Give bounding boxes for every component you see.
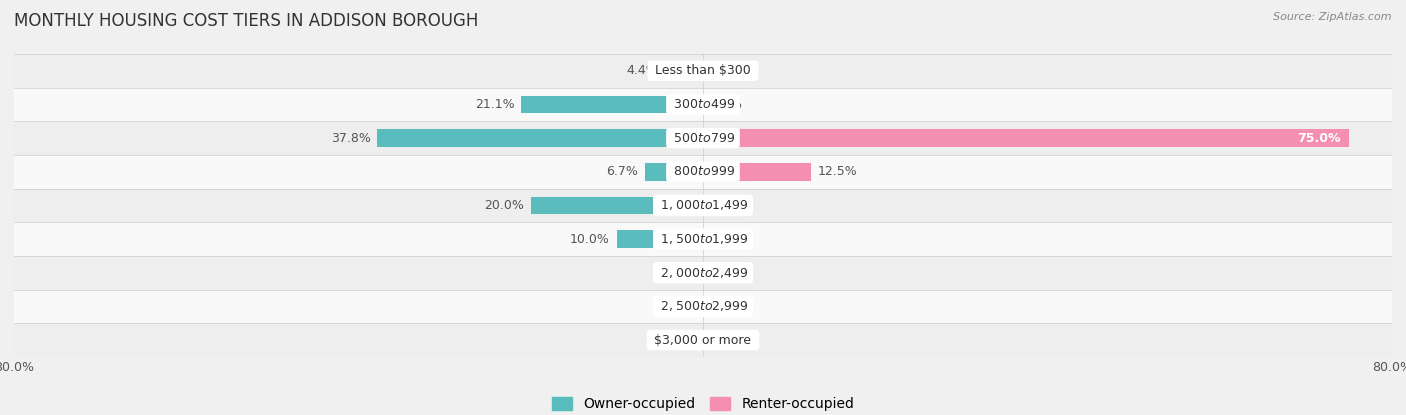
Text: $2,500 to $2,999: $2,500 to $2,999	[657, 299, 749, 313]
Text: 0.0%: 0.0%	[710, 334, 742, 347]
Bar	[522, 96, 703, 113]
Text: $1,500 to $1,999: $1,500 to $1,999	[657, 232, 749, 246]
Bar	[14, 222, 1392, 256]
Bar	[531, 197, 703, 214]
Text: 12.5%: 12.5%	[817, 165, 858, 178]
Bar	[14, 121, 1392, 155]
Bar	[14, 323, 1392, 357]
Text: 0.0%: 0.0%	[710, 300, 742, 313]
Bar	[377, 129, 703, 147]
Text: 0.0%: 0.0%	[664, 266, 696, 279]
Bar	[14, 256, 1392, 290]
Text: 0.0%: 0.0%	[710, 232, 742, 246]
Bar	[703, 163, 811, 181]
Text: $800 to $999: $800 to $999	[669, 165, 737, 178]
Text: 10.0%: 10.0%	[569, 232, 610, 246]
Text: 37.8%: 37.8%	[330, 132, 371, 144]
Text: 6.7%: 6.7%	[606, 165, 638, 178]
Text: $2,000 to $2,499: $2,000 to $2,499	[657, 266, 749, 280]
Text: 75.0%: 75.0%	[1296, 132, 1340, 144]
Text: Source: ZipAtlas.com: Source: ZipAtlas.com	[1274, 12, 1392, 22]
Bar	[703, 129, 1348, 147]
Bar	[14, 290, 1392, 323]
Text: 0.0%: 0.0%	[710, 199, 742, 212]
Text: $1,000 to $1,499: $1,000 to $1,499	[657, 198, 749, 212]
Bar	[14, 188, 1392, 222]
Text: $500 to $799: $500 to $799	[669, 132, 737, 144]
Text: 4.4%: 4.4%	[627, 64, 658, 77]
Text: MONTHLY HOUSING COST TIERS IN ADDISON BOROUGH: MONTHLY HOUSING COST TIERS IN ADDISON BO…	[14, 12, 478, 30]
Text: 20.0%: 20.0%	[484, 199, 524, 212]
Text: $300 to $499: $300 to $499	[669, 98, 737, 111]
Bar	[14, 54, 1392, 88]
Bar	[14, 155, 1392, 188]
Text: 0.0%: 0.0%	[710, 64, 742, 77]
Bar	[665, 62, 703, 80]
Bar	[14, 88, 1392, 121]
Bar	[645, 163, 703, 181]
Text: 0.0%: 0.0%	[664, 334, 696, 347]
Text: 21.1%: 21.1%	[475, 98, 515, 111]
Text: 0.0%: 0.0%	[664, 300, 696, 313]
Text: Less than $300: Less than $300	[651, 64, 755, 77]
Legend: Owner-occupied, Renter-occupied: Owner-occupied, Renter-occupied	[546, 391, 860, 415]
Text: $3,000 or more: $3,000 or more	[651, 334, 755, 347]
Bar	[617, 230, 703, 248]
Text: 0.0%: 0.0%	[710, 266, 742, 279]
Text: 0.0%: 0.0%	[710, 98, 742, 111]
